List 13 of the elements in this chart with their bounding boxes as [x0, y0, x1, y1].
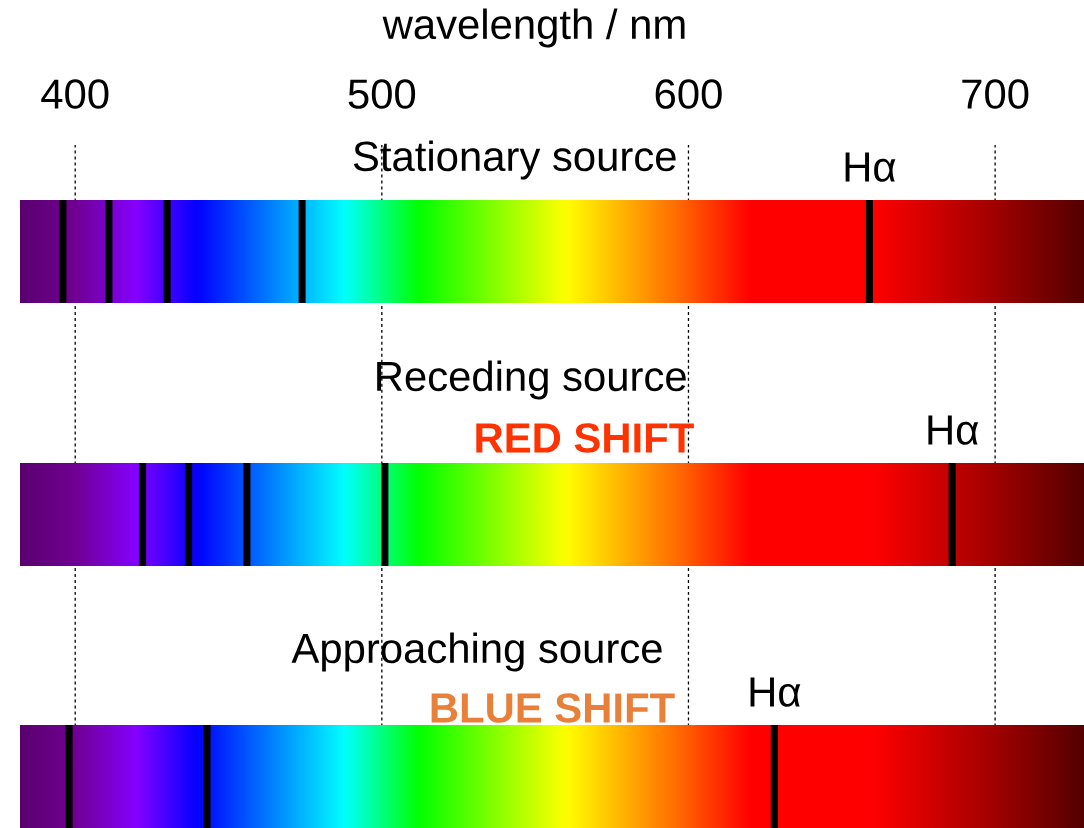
- x-tick-label: 500: [348, 79, 416, 109]
- annotation: Hα: [845, 152, 896, 182]
- chart-subtitle: BLUE SHIFT: [431, 693, 675, 723]
- chart-subtitle: RED SHIFT: [476, 423, 694, 453]
- x-tick-label: 600: [655, 79, 722, 109]
- x-tick-label: 400: [41, 79, 109, 109]
- x-axis-title: wavelength / nm: [382, 8, 685, 48]
- x-tick-label: 700: [962, 79, 1029, 109]
- annotation: Hα: [750, 677, 801, 707]
- annotation: Hα: [928, 415, 979, 445]
- chart-title: Stationary source: [353, 140, 676, 180]
- chart-title: Receding source: [377, 360, 686, 400]
- chart-title: Approaching source: [291, 632, 662, 672]
